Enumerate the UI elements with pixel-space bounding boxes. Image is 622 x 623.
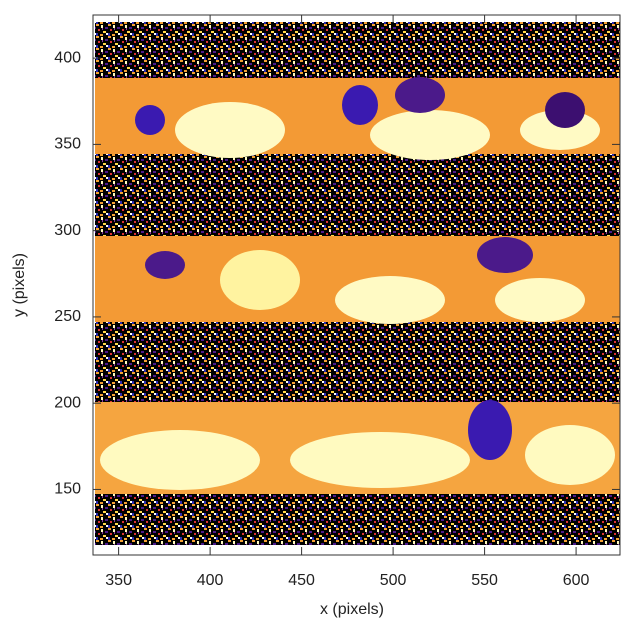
region — [495, 278, 585, 322]
noise-band — [95, 150, 620, 240]
region — [220, 250, 300, 310]
region — [145, 251, 185, 279]
y-tick-label: 300 — [54, 222, 81, 239]
region — [370, 110, 490, 160]
region — [342, 85, 378, 125]
region — [335, 276, 445, 324]
noise-band — [95, 318, 620, 405]
y-tick-label: 200 — [54, 394, 81, 411]
region — [395, 77, 445, 113]
region — [135, 105, 165, 135]
region — [290, 432, 470, 488]
x-tick-label: 350 — [105, 572, 132, 589]
y-tick-label: 150 — [54, 481, 81, 498]
region — [525, 425, 615, 485]
region — [175, 102, 285, 158]
x-tick-label: 550 — [471, 572, 498, 589]
x-tick-label: 600 — [563, 572, 590, 589]
region — [545, 92, 585, 128]
noise-band — [95, 22, 620, 82]
x-axis-label: x (pixels) — [320, 601, 384, 618]
plot-frame — [92, 14, 621, 556]
x-tick-label: 450 — [288, 572, 315, 589]
x-tick-label: 400 — [197, 572, 224, 589]
region — [477, 237, 533, 273]
y-tick-label: 400 — [54, 49, 81, 66]
y-tick-label: 250 — [54, 308, 81, 325]
noise-band — [95, 490, 620, 545]
image — [93, 15, 620, 555]
y-axis-label: y (pixels) — [11, 253, 28, 317]
region — [468, 400, 512, 460]
y-tick-label: 350 — [54, 136, 81, 153]
x-tick-label: 500 — [380, 572, 407, 589]
region — [100, 430, 260, 490]
